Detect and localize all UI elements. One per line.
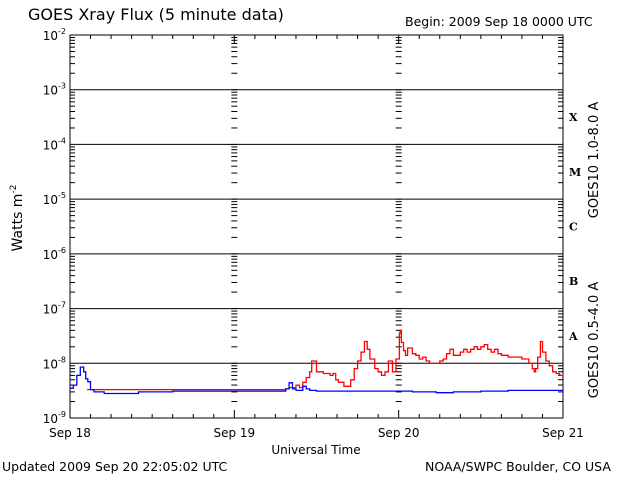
y-tick-base: 10 [43, 84, 58, 98]
y-tick-exponent: -6 [58, 246, 66, 255]
series-layer [70, 329, 564, 395]
y-axis-tick-labels: 10-910-810-710-610-510-410-310-2 [43, 27, 66, 426]
y-tick-exponent: -9 [58, 410, 66, 419]
y-tick-base: 10 [43, 303, 58, 317]
flare-class-label: M [569, 166, 581, 179]
day-divider-ticks [90, 35, 543, 419]
y-tick-exponent: -2 [58, 27, 66, 36]
updated-timestamp: Updated 2009 Sep 20 22:05:02 UTC [2, 459, 228, 474]
y-tick-base: 10 [43, 193, 58, 207]
flare-class-labels: A B C M X [568, 111, 581, 343]
flare-class-label: X [569, 111, 578, 124]
y-tick-label: 10-9 [43, 410, 66, 426]
chart-title: GOES Xray Flux (5 minute data) [28, 5, 284, 24]
series-line-short-channel [70, 366, 563, 395]
y-tick-base: 10 [43, 29, 58, 43]
flare-class-label: A [568, 330, 578, 343]
y-tick-exponent: -4 [58, 136, 66, 145]
y-tick-base: 10 [43, 357, 58, 371]
y-axis-label-exponent: -2 [9, 185, 19, 194]
series-line-long-channel [87, 329, 564, 391]
x-tick-label: Sep 19 [213, 426, 255, 440]
y-tick-label: 10-4 [43, 136, 66, 152]
x-axis-label: Universal Time [271, 443, 360, 457]
legend-goes10-long: GOES10 1.0-8.0 A [587, 102, 602, 219]
x-axis-tick-labels: Sep 18 Sep 19 Sep 20 Sep 21 [49, 426, 584, 440]
y-tick-exponent: -3 [58, 82, 66, 91]
flare-class-label: B [569, 275, 578, 288]
y-tick-label: 10-3 [43, 82, 66, 98]
x-tick-label: Sep 18 [49, 426, 91, 440]
begin-time: Begin: 2009 Sep 18 0000 UTC [405, 14, 593, 29]
y-tick-label: 10-5 [43, 191, 66, 207]
y-tick-label: 10-6 [43, 246, 66, 262]
y-tick-exponent: -7 [58, 301, 66, 310]
y-tick-exponent: -5 [58, 191, 66, 200]
y-tick-base: 10 [43, 248, 58, 262]
y-axis-label: Watts m-2 [9, 185, 26, 252]
y-tick-base: 10 [43, 412, 58, 426]
y-tick-base: 10 [43, 138, 58, 152]
grid-lines [70, 37, 563, 403]
legend-goes10-short: GOES10 0.5-4.0 A [587, 282, 602, 399]
y-axis-label-text: Watts m [10, 194, 26, 252]
credit-line: NOAA/SWPC Boulder, CO USA [425, 459, 611, 474]
flare-class-label: C [569, 221, 578, 234]
x-tick-label: Sep 21 [542, 426, 584, 440]
y-tick-label: 10-2 [43, 27, 66, 43]
x-tick-label: Sep 20 [378, 426, 420, 440]
y-tick-label: 10-8 [43, 355, 66, 371]
y-tick-label: 10-7 [43, 301, 66, 317]
y-tick-exponent: -8 [58, 355, 66, 364]
